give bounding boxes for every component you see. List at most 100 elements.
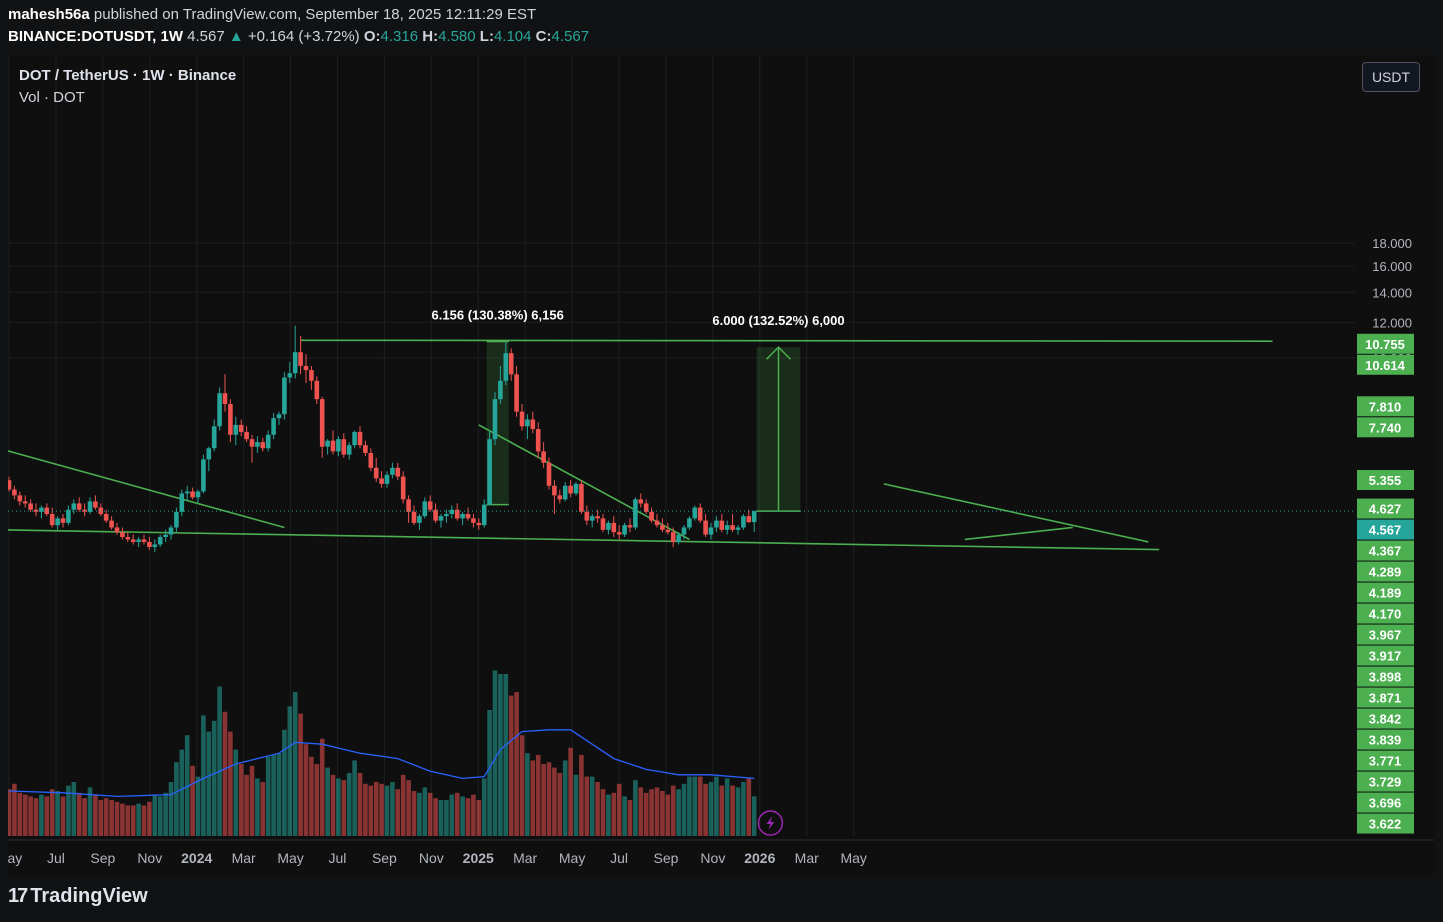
x-tick-label: Mar bbox=[232, 850, 256, 866]
volume-bar bbox=[638, 787, 644, 836]
candle-body bbox=[152, 544, 158, 548]
volume-bar bbox=[627, 800, 633, 836]
candle-body bbox=[87, 501, 93, 512]
tradingview-logo[interactable]: 17 TradingView bbox=[8, 885, 148, 908]
candle-body bbox=[201, 459, 206, 492]
volume-bar bbox=[341, 780, 347, 836]
volume-bar bbox=[751, 796, 757, 836]
candle-body bbox=[454, 509, 460, 519]
candle-body bbox=[503, 353, 509, 381]
price-label-badge bbox=[1357, 561, 1414, 582]
volume-bar bbox=[481, 778, 487, 836]
volume-bar bbox=[368, 785, 374, 836]
candle-body bbox=[141, 539, 147, 542]
currency-button[interactable]: USDT bbox=[1362, 62, 1420, 92]
candle-body bbox=[55, 518, 60, 526]
volume-bar bbox=[449, 794, 455, 836]
candle-body bbox=[49, 513, 55, 526]
lightning-icon bbox=[757, 810, 784, 836]
volume-bar bbox=[741, 782, 746, 836]
volume-bar bbox=[82, 798, 87, 836]
volume-bar bbox=[379, 783, 384, 836]
candle-body bbox=[109, 520, 114, 528]
candle-body bbox=[60, 518, 66, 523]
volume-bar bbox=[87, 787, 93, 836]
volume-bar bbox=[406, 780, 411, 836]
price-label: 7.810 bbox=[1369, 399, 1402, 414]
volume-bar bbox=[136, 803, 141, 836]
price-label-badge bbox=[1357, 645, 1414, 666]
price-label-badge bbox=[1357, 396, 1414, 417]
volume-bar bbox=[319, 738, 325, 836]
price-label-badge bbox=[1357, 582, 1414, 603]
candle-body bbox=[400, 476, 406, 500]
candle-body bbox=[298, 352, 303, 366]
x-tick-label: Nov bbox=[137, 850, 162, 866]
candle-body bbox=[22, 501, 28, 504]
volume-bar bbox=[670, 785, 676, 836]
candle-body bbox=[346, 445, 352, 455]
volume-bar bbox=[681, 783, 687, 836]
price-label-badge bbox=[1357, 603, 1414, 624]
price-label: 4.289 bbox=[1369, 565, 1402, 580]
price-label-badge bbox=[1357, 771, 1414, 792]
volume-bar bbox=[525, 753, 530, 836]
price-label-badge bbox=[1357, 540, 1414, 561]
volume-bar bbox=[643, 792, 649, 836]
candle-body bbox=[44, 507, 50, 514]
price-label-badge bbox=[1357, 687, 1414, 708]
volume-bar bbox=[352, 760, 357, 836]
candle-body bbox=[271, 418, 276, 435]
candle-body bbox=[255, 442, 260, 447]
volume-bar bbox=[271, 755, 276, 836]
volume-bar bbox=[179, 749, 185, 836]
volume-bar bbox=[703, 783, 708, 836]
volume-bar bbox=[503, 674, 509, 836]
candle-body bbox=[579, 483, 584, 512]
price-label-badge bbox=[1357, 729, 1414, 750]
volume-bar bbox=[492, 670, 498, 836]
candle-body bbox=[179, 493, 185, 512]
volume-bar bbox=[93, 794, 98, 836]
candle-body bbox=[93, 501, 98, 508]
x-tick-label: 2024 bbox=[181, 850, 212, 866]
volume-bar bbox=[292, 692, 298, 836]
volume-bar bbox=[222, 711, 228, 836]
price-label: 3.696 bbox=[1369, 796, 1402, 811]
volume-bar bbox=[390, 782, 395, 836]
volume-bar bbox=[28, 796, 33, 836]
volume-bar bbox=[724, 778, 730, 836]
candle-body bbox=[12, 489, 17, 496]
volume-bar bbox=[276, 753, 282, 836]
volume-bar bbox=[460, 796, 465, 836]
volume-bar bbox=[633, 780, 638, 836]
candle-body bbox=[735, 527, 741, 530]
volume-bar bbox=[260, 782, 266, 836]
candle-body bbox=[746, 516, 752, 523]
falling-trendline-3 bbox=[883, 483, 1149, 543]
volume-bar bbox=[228, 731, 233, 836]
price-chart[interactable]: 6.156 (130.38%) 6,156 6.000 (132.52%) 6,0… bbox=[8, 55, 1435, 875]
candle-body bbox=[600, 518, 606, 530]
volume-bar bbox=[476, 800, 482, 836]
candle-body bbox=[492, 399, 498, 440]
candle-body bbox=[228, 404, 233, 435]
price-label: 3.622 bbox=[1369, 817, 1402, 832]
price-label: 3.839 bbox=[1369, 733, 1402, 748]
price-label-badge bbox=[1357, 470, 1414, 491]
candle-body bbox=[535, 429, 541, 452]
candle-body bbox=[265, 434, 271, 449]
candle-body bbox=[525, 419, 530, 427]
candle-body bbox=[136, 539, 141, 542]
volume-bar bbox=[519, 735, 525, 836]
candle-body bbox=[730, 525, 735, 530]
x-tick-label: Mar bbox=[513, 850, 537, 866]
volume-bar bbox=[157, 796, 163, 836]
x-tick-label: Sep bbox=[90, 850, 115, 866]
volume-bar bbox=[444, 800, 449, 836]
x-tick-label: Mar bbox=[795, 850, 819, 866]
candle-body bbox=[633, 499, 638, 528]
candle-body bbox=[66, 509, 71, 523]
candle-body bbox=[697, 507, 703, 521]
candle-body bbox=[616, 532, 622, 535]
